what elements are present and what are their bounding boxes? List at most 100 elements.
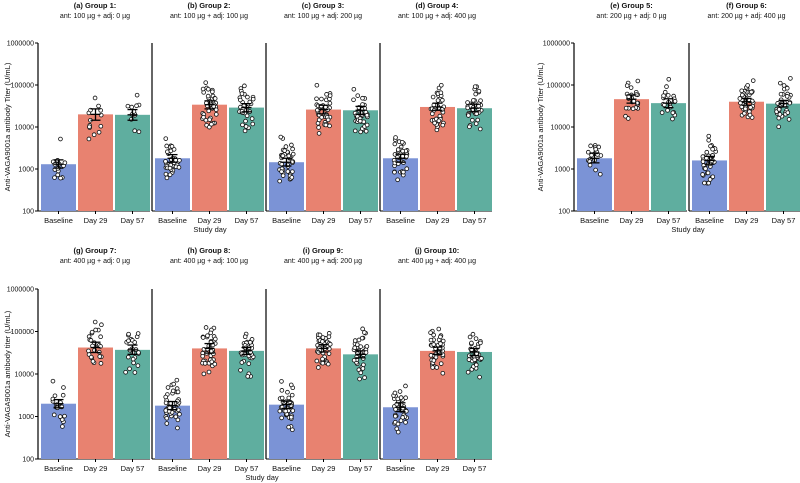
data-point [323,122,329,128]
y-axis-label: Anti-VAGA9001a antibody Titer (U/mL) [536,62,545,191]
data-point [175,417,181,423]
data-point [670,116,675,122]
data-point [430,365,435,370]
y-tick-label: 100000 [547,83,570,90]
data-point [326,351,332,356]
data-point [395,177,400,183]
data-point [92,319,98,325]
data-point [89,329,95,335]
data-point [470,331,476,337]
data-point [440,122,446,128]
data-point [440,370,446,376]
data-point [397,389,403,394]
data-point [61,385,66,390]
data-point [203,80,209,85]
data-point [700,172,705,177]
data-point [364,112,370,118]
data-point [205,93,211,99]
data-point [395,147,401,152]
data-point [212,96,218,101]
data-point [431,358,437,363]
data-point [163,400,169,406]
data-point [466,113,471,118]
panel-subtitle: ant: 200 µg + adj: 0 µg [596,13,666,20]
x-tick-label: Day 29 [84,216,108,225]
data-point [431,332,436,338]
data-point [776,107,782,112]
data-point [134,92,140,98]
data-point [98,123,104,129]
data-point [277,178,282,184]
data-point [748,105,753,110]
data-point [242,334,248,340]
data-point [473,336,479,341]
data-point [357,118,363,124]
data-point [242,128,248,134]
data-point [395,429,401,435]
data-point [705,170,711,176]
panel: (e) Group 5: ant: 200 µg + adj: 0 µg Basel… [571,1,687,225]
data-point [708,143,713,149]
data-point [164,175,170,181]
data-point [126,338,131,344]
data-point [93,327,98,333]
panel: (c) Group 3: ant: 100 µg + adj: 200 µg Bas… [265,1,378,225]
x-tick-label: Day 29 [620,216,644,225]
data-point [240,122,245,128]
data-point [597,171,603,177]
y-tick-label: 10000 [15,125,35,132]
data-point [359,335,365,341]
x-tick-label: Baseline [158,216,187,225]
panel-subtitle: ant: 100 µg + adj: 0 µg [60,13,130,20]
bar [78,347,113,459]
panel-title: (e) Group 5: [610,1,653,10]
y-tick-label: 1000000 [7,287,34,294]
data-point [320,360,326,366]
x-tick-label: Day 57 [349,216,373,225]
data-point [432,120,437,126]
data-point [279,388,285,393]
data-point [167,172,173,178]
data-point [175,425,180,431]
data-point [400,148,405,154]
data-point [358,370,364,375]
panel: (h) Group 8: ant: 400 µg + adj: 100 µg Bas… [151,246,264,473]
data-point [250,96,256,102]
data-point [243,118,248,124]
data-point [472,357,477,363]
data-point [404,166,410,171]
data-point [472,84,478,89]
data-point [466,357,472,362]
panel-title: (a) Group 1: [74,1,117,10]
data-point [57,414,63,419]
bar [115,114,150,211]
bar [383,158,418,211]
data-point [314,82,320,88]
data-point [430,111,435,117]
data-point [164,421,170,426]
x-tick-label: Day 57 [657,216,681,225]
data-point [778,80,783,86]
data-point [401,169,406,175]
data-point [469,340,474,346]
x-tick-label: Baseline [158,464,187,473]
y-tick-label: 1000 [18,167,34,174]
x-tick-label: Day 57 [235,464,259,473]
data-point [428,330,433,335]
data-point [467,334,473,340]
bar [766,103,800,211]
data-point [434,365,440,370]
data-point [163,171,169,177]
data-point [92,95,98,101]
data-point [164,143,170,149]
y-axis-label: Anti-VAGA9001a antibody titer (U/mL) [3,310,12,437]
data-point [98,334,103,340]
data-point [664,84,669,89]
panel-title: (b) Group 2: [188,1,231,10]
data-point [279,379,284,384]
data-point [392,390,398,396]
data-point [319,96,324,102]
data-point [398,418,404,423]
panel-subtitle: ant: 400 µg + adj: 200 µg [284,258,362,265]
data-point [58,175,63,181]
